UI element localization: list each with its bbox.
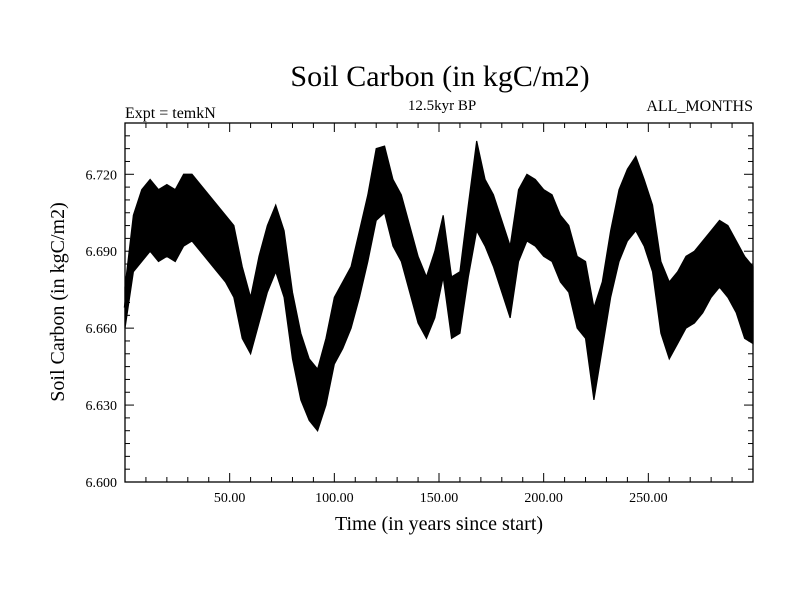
x-tick-label: 250.00 [629, 491, 668, 506]
y-tick-label: 6.660 [86, 322, 118, 337]
y-tick-label: 6.690 [86, 245, 118, 260]
y-tick-label: 6.630 [86, 399, 118, 414]
series-line-0 [123, 177, 754, 409]
y-axis-label: Soil Carbon (in kgC/m2) [47, 202, 69, 401]
data-series-group [123, 140, 754, 432]
x-tick-label: 150.00 [420, 491, 459, 506]
chart-subtitle: 12.5kyr BP [408, 98, 476, 114]
months-label: ALL_MONTHS [646, 98, 753, 115]
experiment-label: Expt = temkN [125, 105, 216, 122]
plot-frame [124, 122, 754, 483]
x-tick-label: 200.00 [524, 491, 563, 506]
y-tick-label: 6.600 [86, 476, 118, 491]
x-tick-label: 100.00 [315, 491, 354, 506]
chart-title: Soil Carbon (in kgC/m2) [290, 60, 589, 93]
axis-ticks-group: 50.00 100.00 150.00 200.00 250.00 6.600 6.630 6… [86, 123, 753, 506]
x-tick-label: 50.00 [214, 491, 246, 506]
x-axis-label: Time (in years since start) [335, 513, 543, 535]
y-tick-label: 6.720 [86, 168, 118, 183]
